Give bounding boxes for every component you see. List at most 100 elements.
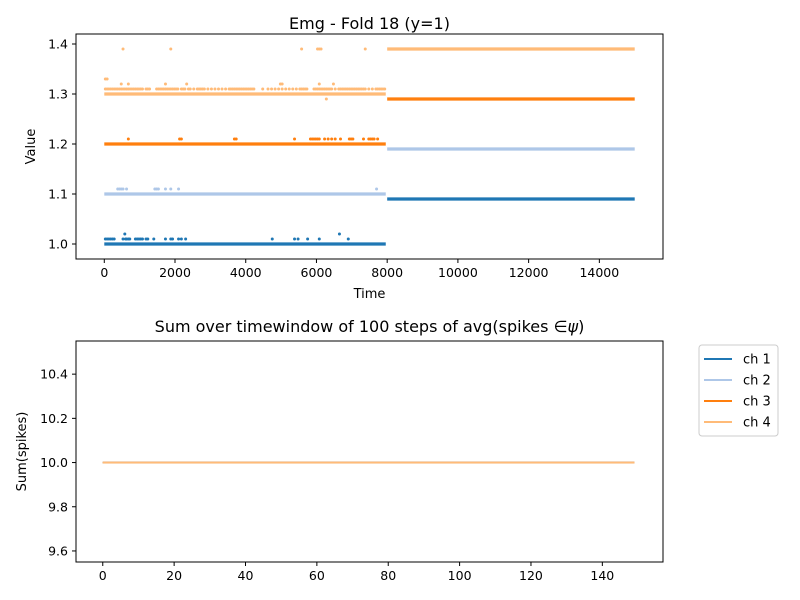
- series-4-point: [224, 87, 228, 91]
- top-y-axis-label: Value: [24, 129, 39, 165]
- series-4: [103, 47, 635, 101]
- series-1-point: [337, 232, 341, 236]
- x-tick-label: 10000: [438, 265, 478, 280]
- bottom-title-part-2: ∈: [554, 317, 568, 336]
- series-4-point: [206, 87, 210, 91]
- series-1-point: [112, 237, 116, 241]
- series-4-point: [261, 87, 265, 91]
- series-2-point: [177, 187, 181, 191]
- series-4-point: [105, 77, 109, 81]
- series-3-point: [179, 137, 183, 141]
- series-4-point: [140, 87, 144, 91]
- y-tick-label: 1.1: [48, 187, 68, 202]
- legend-label-2: ch 2: [743, 374, 771, 389]
- series-4-point: [220, 87, 224, 91]
- series-4-point: [333, 87, 337, 91]
- top-chart-title: Emg - Fold 18 (y=1): [289, 14, 450, 33]
- series-4-point: [317, 82, 321, 86]
- series-4-point: [280, 82, 284, 86]
- series-4-point: [277, 87, 281, 91]
- series-1-point: [317, 237, 321, 241]
- series-2-point: [169, 187, 173, 191]
- y-tick-label: 9.8: [48, 499, 68, 514]
- series-4-point: [202, 87, 206, 91]
- series-4-point: [121, 47, 125, 51]
- series-1-point: [270, 237, 274, 241]
- top-y-ticks: 1.0 1.1 1.2 1.3 1.4: [48, 37, 76, 252]
- series-1-point: [306, 237, 310, 241]
- x-tick-label: 40: [238, 568, 254, 583]
- series-3-point: [323, 137, 327, 141]
- legend-label-1: ch 1: [743, 353, 771, 368]
- series-4-point: [126, 82, 130, 86]
- y-tick-label: 1.0: [48, 237, 68, 252]
- x-tick-label: 80: [380, 568, 396, 583]
- top-axes-frame: [75, 33, 664, 260]
- series-4-point: [192, 87, 196, 91]
- series-4-point: [383, 87, 387, 91]
- bottom-x-ticks: 0 20 40 60 80 100 120 140: [99, 562, 614, 583]
- top-x-ticks: 0 2000 4000 6000 8000 10000 12000 14000: [100, 259, 619, 280]
- x-tick-label: 60: [309, 568, 325, 583]
- x-tick-label: 120: [519, 568, 543, 583]
- legend-label-4: ch 4: [743, 416, 771, 431]
- series-1-point: [346, 237, 350, 241]
- series-1-point: [140, 237, 144, 241]
- series-4-point: [284, 87, 288, 91]
- series-4-point: [185, 82, 189, 86]
- x-tick-label: 14000: [579, 265, 619, 280]
- series-4-point: [291, 87, 295, 91]
- x-tick-label: 0: [100, 265, 108, 280]
- legend-box: [698, 344, 779, 437]
- series-3-point: [361, 137, 365, 141]
- series-4-point: [266, 87, 270, 91]
- legend-label-3: ch 3: [743, 395, 771, 410]
- series-4-point: [188, 87, 192, 91]
- series-1-point: [296, 237, 300, 241]
- y-tick-label: 10.4: [40, 367, 68, 382]
- top-chart: Emg - Fold 18 (y=1) 0 2000 4000 6000 8000 100…: [24, 14, 664, 302]
- series-3-point: [339, 137, 343, 141]
- bottom-y-axis-label: Sum(spikes): [15, 412, 30, 492]
- series-3: [104, 97, 635, 146]
- series-4-point: [287, 87, 291, 91]
- y-tick-label: 10.0: [40, 455, 68, 470]
- series-3-point: [372, 137, 376, 141]
- x-tick-label: 4000: [230, 265, 262, 280]
- series-1-point: [293, 237, 297, 241]
- series-3-point: [326, 137, 330, 141]
- x-tick-label: 100: [448, 568, 472, 583]
- bottom-title-part-3: ψ: [568, 317, 579, 336]
- bottom-chart: Sum over timewindow of 100 steps of avg(…: [15, 317, 664, 583]
- series-1-point: [179, 237, 183, 241]
- y-tick-label: 10.2: [40, 411, 68, 426]
- series-4-point: [169, 47, 173, 51]
- series-4-point: [280, 87, 284, 91]
- series-1-point: [152, 237, 156, 241]
- series-2-point: [156, 187, 160, 191]
- legend-items: ch 1 ch 2 ch 3 ch 4: [704, 353, 771, 431]
- series-4-point: [163, 82, 167, 86]
- bottom-title-part-1: Sum over timewindow of 100 steps of avg(…: [155, 317, 554, 336]
- series-4-point: [176, 87, 180, 91]
- series-4-point: [217, 87, 221, 91]
- series-3-point: [333, 137, 337, 141]
- series-4-point: [324, 97, 328, 101]
- series-4-point: [213, 87, 217, 91]
- bottom-y-ticks: 9.6 9.8 10.0 10.2 10.4: [40, 367, 76, 558]
- series-4-point: [209, 87, 213, 91]
- x-tick-label: 8000: [371, 265, 403, 280]
- series-3-point: [351, 137, 355, 141]
- series-1-point: [171, 237, 175, 241]
- x-tick-label: 140: [590, 568, 614, 583]
- y-tick-label: 1.4: [48, 37, 68, 52]
- series-3-point: [126, 137, 130, 141]
- series-4-point: [252, 87, 256, 91]
- series-1: [103, 197, 635, 246]
- series-2-point: [375, 187, 379, 191]
- series-4-point: [183, 87, 187, 91]
- series-4-point: [319, 47, 323, 51]
- series-1-point: [163, 237, 167, 241]
- y-tick-label: 9.6: [48, 543, 68, 558]
